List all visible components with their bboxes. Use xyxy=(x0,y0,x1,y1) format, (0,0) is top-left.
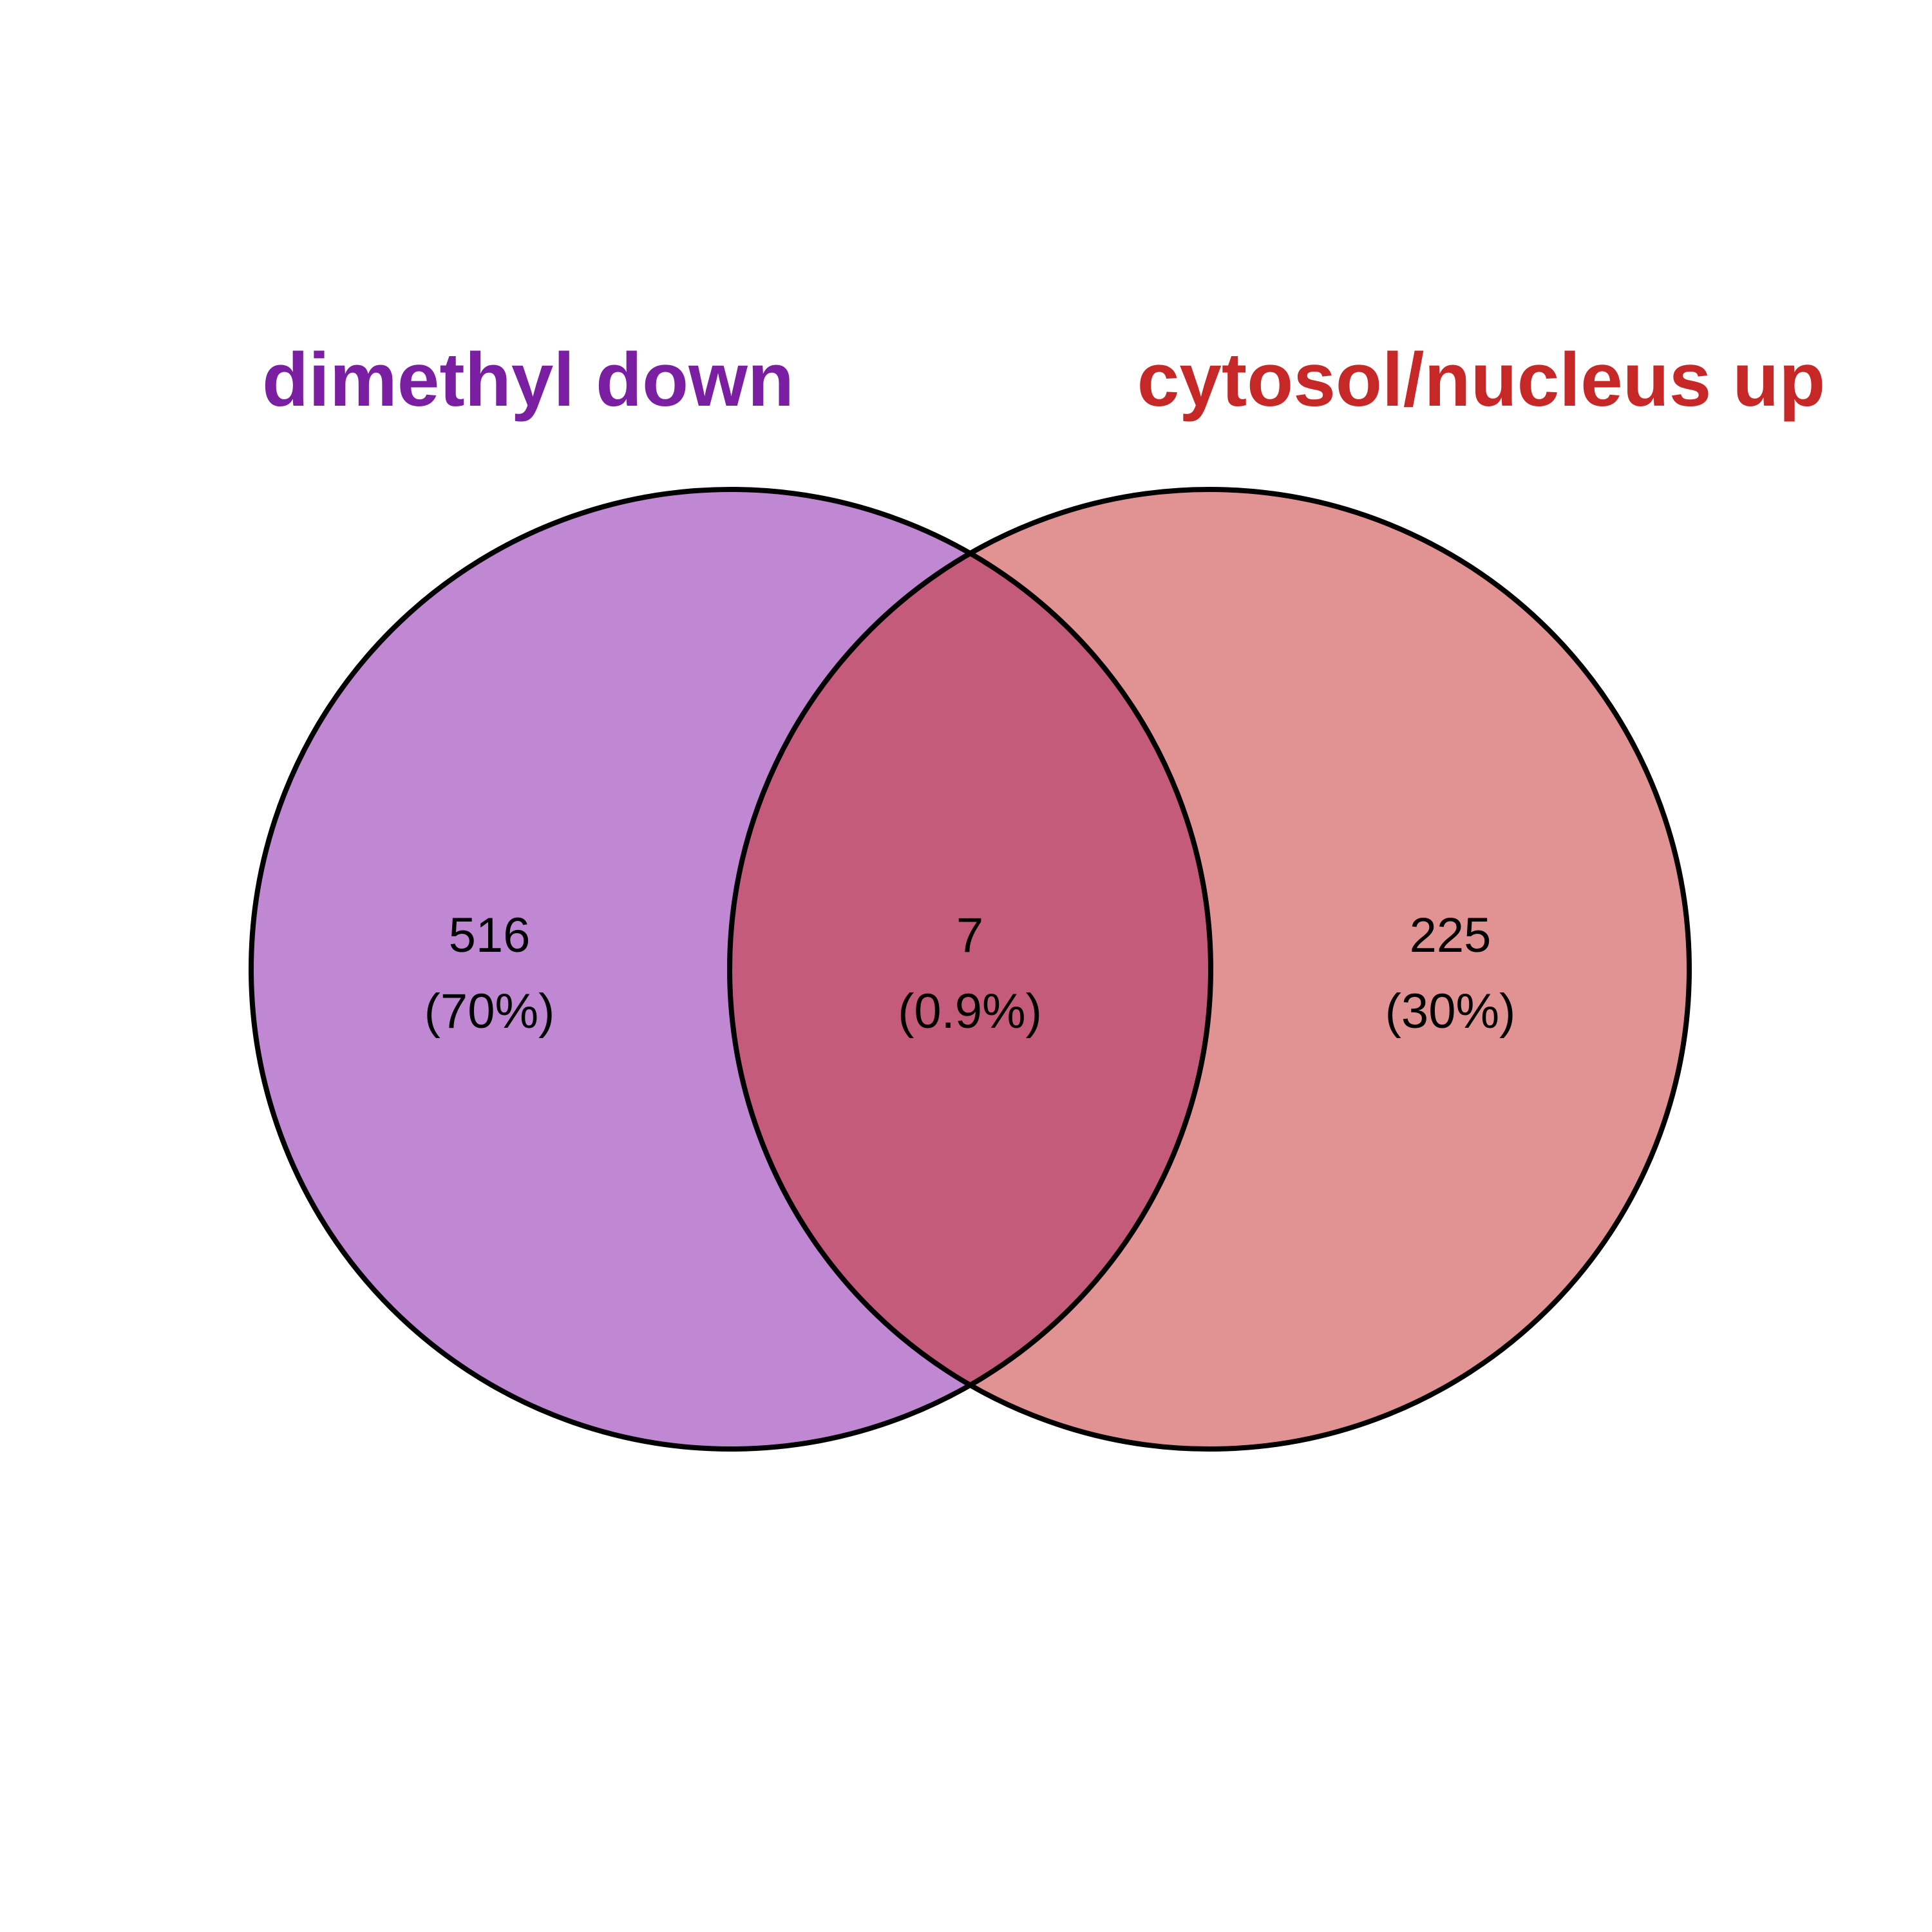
intersection-count: 7 xyxy=(956,908,983,963)
left-only-percent: (70%) xyxy=(424,984,555,1039)
set-left-title: dimethyl down xyxy=(262,337,794,422)
right-only-count: 225 xyxy=(1410,908,1492,963)
set-right-title: cytosol/nucleus up xyxy=(1137,337,1826,422)
left-only-count: 516 xyxy=(449,908,531,963)
intersection-percent: (0.9%) xyxy=(898,984,1042,1039)
set-right-outline xyxy=(727,487,1692,1452)
right-only-percent: (30%) xyxy=(1385,984,1516,1039)
set-left-outline xyxy=(249,487,1213,1452)
